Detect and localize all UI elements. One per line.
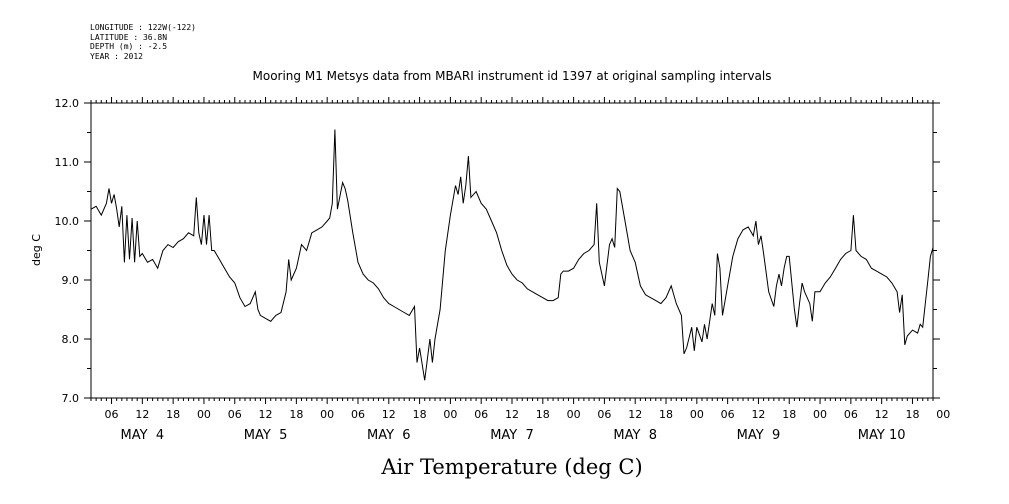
x-tick-label: 12 [751,408,765,421]
x-day-label: MAY 6 [367,428,411,443]
y-tick-label: 8.0 [62,333,80,346]
x-day-label: MAY 10 [858,428,906,443]
x-tick-label: 18 [536,408,550,421]
x-tick-label: 00 [567,408,581,421]
x-day-label: MAY 9 [737,428,781,443]
info-depth: DEPTH (m) : -2.5 [90,42,167,51]
x-tick-label: 00 [320,408,334,421]
x-tick-label: 06 [597,408,611,421]
x-tick-label: 06 [351,408,365,421]
x-day-label: MAY 5 [244,428,288,443]
info-year: YEAR : 2012 [90,52,143,61]
y-tick-label: 12.0 [55,97,80,110]
y-axis-label: deg C [30,234,43,266]
x-tick-label: 12 [505,408,519,421]
x-tick-label: 18 [905,408,919,421]
x-tick-label: 06 [721,408,735,421]
x-tick-label: 18 [413,408,427,421]
x-axis-title: Air Temperature (deg C) [380,455,642,479]
x-tick-label: 12 [259,408,273,421]
plot-frame [90,102,934,399]
x-tick-label: 06 [105,408,119,421]
info-longitude: LONGITUDE : 122W(-122) [90,23,196,32]
x-tick-label: 12 [628,408,642,421]
x-tick-label: 00 [936,408,950,421]
x-tick-label: 06 [474,408,488,421]
x-tick-label: 12 [382,408,396,421]
y-tick-label: 11.0 [55,156,80,169]
x-tick-label: 18 [659,408,673,421]
x-day-label: MAY 7 [490,428,534,443]
y-tick-label: 9.0 [62,274,80,287]
y-tick-label: 7.0 [62,392,80,405]
metadata-block: LONGITUDE : 122W(-122) LATITUDE : 36.8N … [90,23,196,61]
x-tick-label: 12 [135,408,149,421]
x-tick-label: 00 [813,408,827,421]
x-tick-label: 12 [875,408,889,421]
chart-title: Mooring M1 Metsys data from MBARI instru… [253,69,772,83]
x-tick-label: 00 [443,408,457,421]
x-tick-label: 06 [228,408,242,421]
x-tick-label: 18 [782,408,796,421]
x-tick-label: 06 [844,408,858,421]
x-axis: 06 12 18 00 06 12 18 00 06 12 18 00 06 12 18 00 06 12 18 00… [90,97,950,443]
x-tick-label: 00 [690,408,704,421]
x-tick-label: 18 [289,408,303,421]
y-tick-label: 10.0 [55,215,80,228]
x-tick-label: 18 [166,408,180,421]
x-day-label: MAY 8 [613,428,657,443]
x-tick-label: 00 [197,408,211,421]
air-temperature-line [90,129,934,381]
info-latitude: LATITUDE : 36.8N [90,33,167,42]
x-day-label: MAY 4 [121,428,165,443]
y-axis: 7.0 8.0 9.0 10.0 11.0 12.0 [55,97,940,405]
